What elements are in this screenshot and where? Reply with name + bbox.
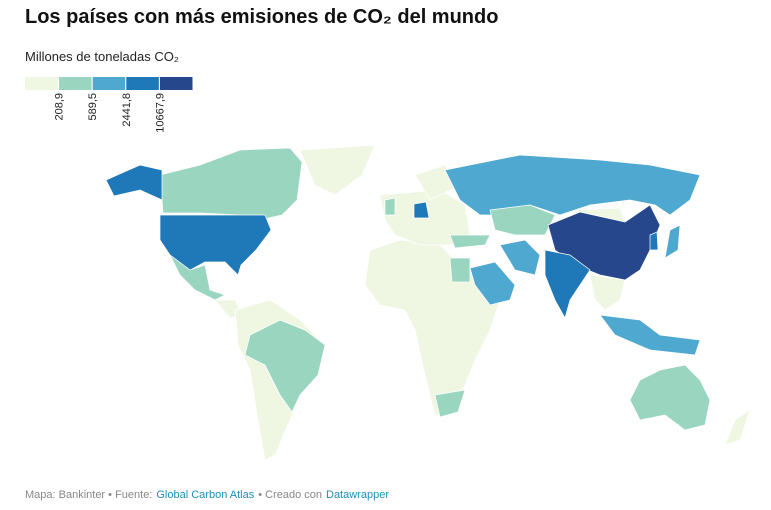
india [544,249,591,319]
australia [629,364,711,431]
germany [413,201,430,219]
title: Los países con más emisiones de CO₂ del … [25,6,498,28]
brazil [244,319,326,413]
canada [159,147,303,221]
legend-label: 10667,9 [154,93,166,133]
legend-swatch [25,77,59,90]
russia [444,154,701,216]
legend-label: 2441,8 [121,93,133,127]
subtitle: Millones de toneladas CO₂ [25,49,179,64]
egypt [449,257,471,283]
new-zealand [724,409,751,446]
made-with: • Creado con [258,489,322,501]
legend-label: 208,9 [54,93,66,121]
source-link[interactable]: Global Carbon Atlas [156,489,255,501]
legend-swatch [125,77,159,90]
japan [664,224,681,259]
greenland [299,144,376,196]
legend-swatch [159,77,193,90]
saudi-arabia [469,261,516,306]
south-africa [434,389,466,418]
legend-swatch [58,77,92,90]
alaska [105,164,163,201]
iran [499,239,541,276]
footer: Mapa: Bankinter • Fuente: Global Carbon … [25,489,389,501]
credit: Mapa: Bankinter • Fuente: [25,489,153,501]
tool-link[interactable]: Datawrapper [326,489,389,501]
kazakhstan [489,204,556,236]
korea [649,231,659,251]
legend-swatch [92,77,126,90]
legend: 208,9 589,5 2441,8 10667,9 [25,77,193,133]
legend-label: 589,5 [87,93,99,121]
indonesia [599,314,701,356]
usa [159,214,272,276]
turkey [449,234,491,249]
southeast-asia [589,274,626,311]
mexico [169,254,226,301]
world-map [105,144,751,461]
uk [384,197,396,216]
